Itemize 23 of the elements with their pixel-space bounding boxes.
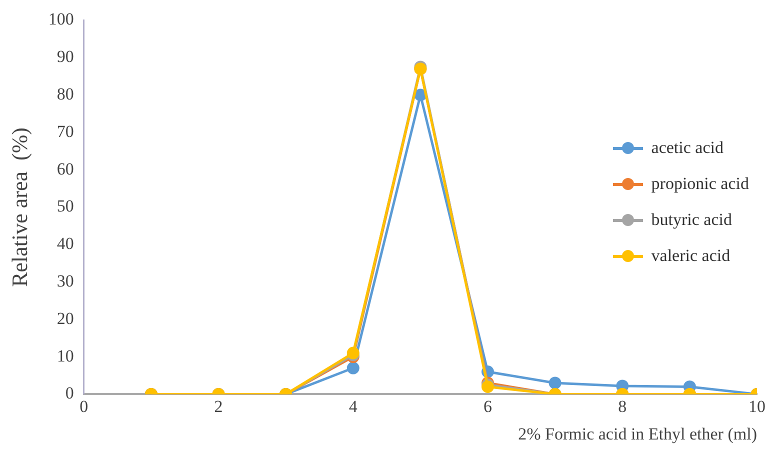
y-tick-label: 80 bbox=[56, 84, 74, 104]
y-tick-label: 50 bbox=[56, 196, 74, 216]
y-tick-label: 60 bbox=[56, 159, 74, 178]
legend-label: butyric acid bbox=[651, 210, 732, 230]
y-tick-label: 30 bbox=[56, 271, 74, 290]
legend-label: acetic acid bbox=[651, 138, 724, 158]
legend-label: valeric acid bbox=[651, 246, 730, 266]
x-tick-label: 10 bbox=[748, 396, 766, 416]
y-axis-title: Relative area (%) bbox=[6, 127, 32, 287]
x-tick-label: 0 bbox=[80, 396, 88, 416]
y-tick-label: 20 bbox=[56, 308, 74, 328]
x-tick-label: 2 bbox=[214, 396, 223, 416]
y-tick-label: 90 bbox=[56, 47, 74, 66]
y-tick-label: 0 bbox=[65, 384, 74, 403]
y-tick-label: 40 bbox=[56, 234, 74, 254]
x-tick-label: 8 bbox=[618, 396, 627, 416]
x-tick-label: 6 bbox=[484, 396, 492, 416]
x-axis-title: 2% Formic acid in Ethyl ether (ml) bbox=[518, 424, 757, 444]
x-tick-label: 4 bbox=[348, 396, 358, 416]
legend-label: propionic acid bbox=[651, 174, 749, 194]
y-tick-label: 70 bbox=[56, 122, 74, 141]
y-tick-label: 10 bbox=[56, 346, 74, 366]
y-tick-label: 100 bbox=[48, 10, 74, 29]
